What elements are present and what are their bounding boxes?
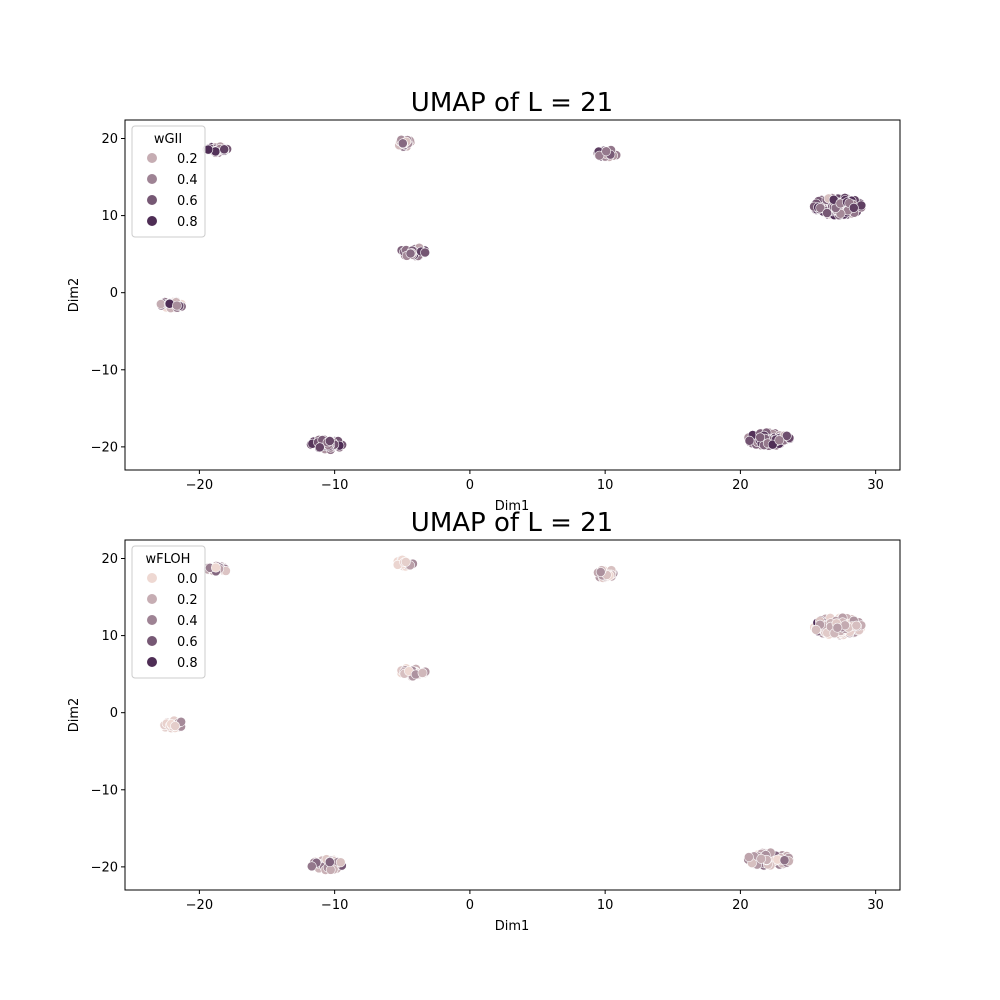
legend-label: 0.6 [177, 194, 198, 209]
x-tick-label: 10 [597, 478, 614, 493]
legend: wGII 0.2 0.4 0.6 0.8 [131, 125, 206, 238]
y-tick-label: 10 [101, 209, 118, 224]
x-tick-label: 20 [732, 478, 749, 493]
legend-label: 0.2 [177, 593, 198, 608]
legend-marker [147, 195, 157, 205]
x-axis-label: Dim1 [495, 919, 530, 934]
legend-marker [147, 615, 157, 625]
legend-marker [147, 153, 157, 163]
x-axis: −20 −10 0 10 20 30 [186, 470, 884, 493]
scatter-point [822, 208, 832, 218]
scatter-point [781, 430, 792, 441]
legend-label: 0.6 [177, 635, 198, 650]
y-tick-label: 20 [101, 132, 118, 147]
x-tick-label: −10 [321, 898, 348, 913]
scatter-point [306, 861, 317, 872]
legend-label: 0.8 [177, 656, 198, 671]
y-axis: −20 −10 0 10 20 [91, 132, 125, 455]
legend-label: 0.4 [177, 614, 198, 629]
x-tick-label: 0 [466, 898, 474, 913]
scatter-point [848, 202, 859, 213]
y-axis-label: Dim2 [67, 698, 82, 733]
scatter-point [832, 622, 843, 633]
scatter-point [314, 442, 325, 453]
axes-frame [124, 119, 901, 471]
scatter-point [324, 436, 335, 446]
chart-title: UMAP of L = 21 [411, 508, 613, 538]
legend-entries: 0.0 0.2 0.4 0.6 0.8 [147, 572, 198, 671]
legend-marker [147, 657, 157, 667]
axes-frame [124, 539, 901, 891]
x-tick-label: 20 [732, 898, 749, 913]
scatter-point [400, 557, 411, 567]
y-tick-label: −20 [91, 440, 118, 455]
legend-marker [147, 636, 157, 646]
y-tick-label: −10 [91, 783, 118, 798]
x-tick-label: −10 [321, 478, 348, 493]
scatter-point [774, 435, 785, 446]
scatter-point [601, 146, 612, 157]
legend-marker [147, 174, 157, 184]
scatter-point [420, 247, 430, 258]
scatter-point [170, 721, 180, 731]
y-tick-label: 20 [101, 552, 118, 567]
x-tick-label: 30 [867, 898, 884, 913]
scatter-point [324, 857, 335, 867]
scatter-point [210, 562, 221, 573]
chart-title: UMAP of L = 21 [411, 88, 613, 118]
scatter-points [159, 554, 867, 875]
legend-marker [147, 594, 157, 604]
scatter-point [779, 855, 790, 866]
y-tick-label: −20 [91, 860, 118, 875]
legend-label: 0.4 [177, 173, 198, 188]
x-tick-label: −20 [186, 898, 213, 913]
x-tick-label: 30 [867, 478, 884, 493]
x-axis: −20 −10 0 10 20 30 [186, 890, 884, 913]
legend-title: wGII [154, 132, 182, 147]
umap-wgii-panel: UMAP of L = 21 −20 −10 0 10 20 30 −20 −10 0 10 20… [67, 88, 901, 514]
y-axis: −20 −10 0 10 20 [91, 552, 125, 875]
y-tick-label: 10 [101, 629, 118, 644]
scatter-point [755, 432, 766, 443]
scatter-point [171, 300, 182, 311]
scatter-point [851, 620, 862, 631]
x-tick-label: −20 [186, 478, 213, 493]
x-tick-label: 10 [597, 898, 614, 913]
scatter-point [744, 852, 754, 862]
legend-title: wFLOH [146, 552, 191, 567]
y-tick-label: 0 [110, 706, 118, 721]
scatter-point [595, 567, 606, 577]
legend-label: 0.8 [177, 215, 198, 230]
scatter-point [811, 624, 821, 635]
legend-label: 0.2 [177, 152, 198, 167]
x-tick-label: 0 [466, 478, 474, 493]
scatter-point [815, 202, 826, 213]
y-axis-label: Dim2 [67, 278, 82, 313]
legend-label: 0.0 [177, 572, 198, 587]
scatter-point [219, 144, 230, 155]
scatter-point [405, 248, 416, 259]
umap-wfloh-panel: UMAP of L = 21 −20 −10 0 10 20 30 −20 −10 0 10 20… [67, 508, 901, 934]
x-axis-label: Dim1 [495, 499, 530, 514]
legend: wFLOH 0.0 0.2 0.4 0.6 0.8 [131, 545, 206, 679]
legend-entries: 0.2 0.4 0.6 0.8 [147, 152, 198, 230]
scatter-point [744, 435, 755, 446]
scatter-point [756, 853, 767, 864]
scatter-points [155, 134, 867, 455]
y-tick-label: −10 [91, 363, 118, 378]
legend-marker [147, 573, 157, 583]
scatter-point [417, 668, 428, 678]
y-tick-label: 0 [110, 286, 118, 301]
legend-marker [147, 216, 157, 226]
scatter-point [397, 138, 408, 149]
scatter-point [335, 857, 346, 868]
